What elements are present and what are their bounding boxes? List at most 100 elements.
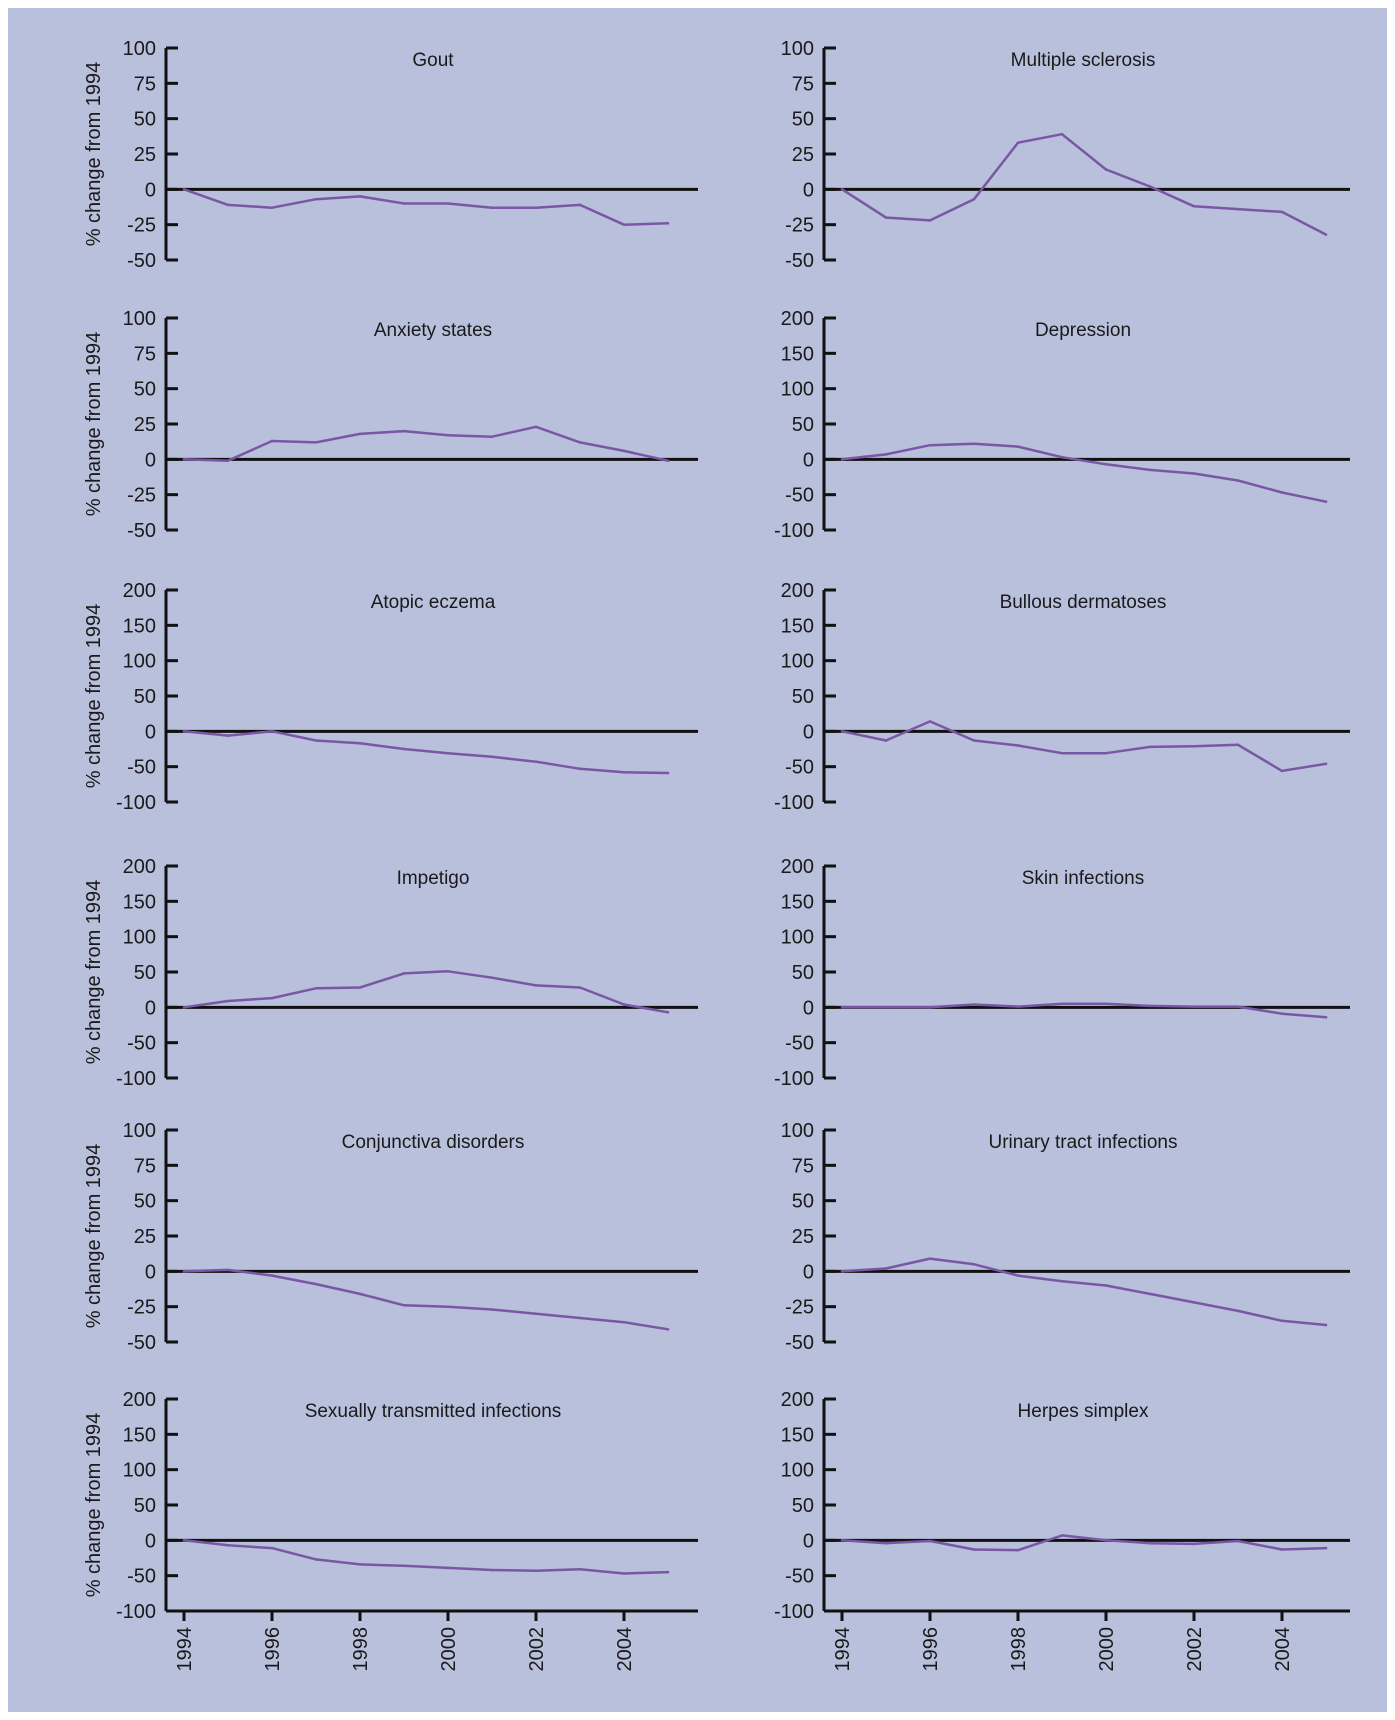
y-tick-label: 150: [781, 615, 814, 637]
y-tick-label: -100: [116, 1601, 156, 1623]
data-point: [1192, 1542, 1196, 1546]
y-tick-label: 50: [134, 379, 156, 401]
y-tick-label: 200: [781, 308, 814, 330]
data-point: [534, 1569, 538, 1573]
data-point: [358, 742, 362, 745]
data-point: [1324, 500, 1328, 504]
data-point: [840, 1006, 844, 1009]
chart-title: Conjunctiva disorders: [342, 1132, 525, 1153]
chart-panel-5: 200 150 100 50 0 -50 -100 Atopic eczema % change…: [83, 580, 698, 814]
data-point: [446, 434, 450, 437]
series-line: [183, 970, 669, 1014]
data-point: [534, 760, 538, 764]
y-tick-label: -25: [785, 215, 814, 237]
data-point: [1236, 207, 1240, 211]
y-tick-label: -50: [127, 757, 156, 779]
y-tick-label: 50: [792, 1495, 814, 1517]
data-point: [314, 197, 318, 201]
y-tick-label: 200: [123, 1389, 156, 1411]
data-point: [928, 1539, 932, 1543]
y-tick-label: 0: [803, 449, 814, 471]
y-tick-label: 50: [134, 1191, 156, 1213]
data-point: [928, 219, 932, 222]
data-point: [928, 1257, 932, 1260]
y-tick-label: 150: [781, 1424, 814, 1446]
data-point: [622, 449, 626, 453]
data-point: [1060, 455, 1064, 459]
data-point: [534, 984, 538, 987]
chart-title: Atopic eczema: [371, 592, 496, 613]
y-tick-label: 50: [792, 109, 814, 131]
y-tick-label: -25: [127, 1297, 156, 1319]
y-tick-label: 50: [134, 962, 156, 984]
y-tick-label: 100: [123, 1460, 156, 1482]
data-point: [884, 216, 888, 219]
data-point: [1192, 472, 1196, 475]
data-point: [928, 443, 932, 447]
y-tick-label: 25: [134, 144, 156, 166]
series-line: [183, 730, 669, 775]
y-axis-label: % change from 1994: [83, 332, 105, 517]
x-tick-label: 2000: [438, 1627, 460, 1672]
data-point: [1104, 462, 1108, 466]
y-tick-label: 200: [781, 580, 814, 602]
data-point: [1060, 1002, 1064, 1006]
data-point: [226, 1268, 230, 1272]
series-line: [841, 720, 1327, 773]
data-point: [840, 1270, 844, 1273]
y-tick-label: 100: [781, 651, 814, 673]
y-tick-label: 100: [781, 927, 814, 949]
x-tick-label: 2002: [1184, 1627, 1206, 1672]
data-point: [226, 203, 230, 207]
chart-title: Gout: [412, 50, 454, 71]
data-point: [1236, 1309, 1240, 1313]
data-point: [884, 1541, 888, 1545]
data-point: [972, 197, 976, 201]
y-tick-label: 50: [134, 109, 156, 131]
chart-panel-7: 200 150 100 50 0 -50 -100 Impetigo % change from…: [83, 856, 698, 1090]
data-point: [446, 1566, 450, 1570]
data-point: [446, 751, 450, 755]
x-tick-label: 2002: [526, 1627, 548, 1672]
data-point: [1148, 1541, 1152, 1545]
y-tick-label: 200: [123, 580, 156, 602]
data-point: [972, 1548, 976, 1551]
data-point: [666, 1327, 670, 1331]
y-tick-label: 25: [792, 1226, 814, 1248]
data-point: [1148, 468, 1152, 472]
y-tick-label: 50: [134, 686, 156, 708]
x-tick-label: 1994: [174, 1627, 196, 1672]
data-point: [1104, 1539, 1108, 1542]
y-tick-label: 0: [803, 1530, 814, 1552]
data-point: [490, 1308, 494, 1311]
chart-panel-8: 200 150 100 50 0 -50 -100 Skin infections: [774, 856, 1350, 1090]
data-point: [226, 459, 230, 463]
data-point: [840, 458, 844, 461]
y-tick-label: -50: [127, 1332, 156, 1354]
y-axis-label: % change from 1994: [83, 62, 105, 247]
y-tick-label: -50: [785, 485, 814, 507]
data-point: [884, 1267, 888, 1270]
series-line: [183, 425, 669, 462]
y-tick-label: 0: [145, 449, 156, 471]
y-tick-label: 0: [803, 721, 814, 743]
data-point: [226, 999, 230, 1003]
series-line: [183, 1539, 669, 1575]
y-tick-label: 100: [123, 308, 156, 330]
chart-title: Impetigo: [397, 868, 470, 889]
data-point: [1016, 1274, 1020, 1277]
data-point: [226, 734, 230, 737]
y-tick-label: -50: [127, 520, 156, 542]
series-line: [841, 1534, 1327, 1552]
x-tick-label: 1998: [350, 1627, 372, 1672]
y-tick-label: 50: [792, 1191, 814, 1213]
x-tick-label: 1998: [1008, 1627, 1030, 1672]
data-point: [1104, 1284, 1108, 1287]
y-tick-label: 25: [134, 1226, 156, 1248]
y-tick-label: 0: [145, 179, 156, 201]
y-tick-label: -50: [785, 250, 814, 272]
chart-title: Sexually transmitted infections: [305, 1401, 562, 1422]
data-point: [314, 1558, 318, 1561]
data-point: [972, 739, 976, 742]
